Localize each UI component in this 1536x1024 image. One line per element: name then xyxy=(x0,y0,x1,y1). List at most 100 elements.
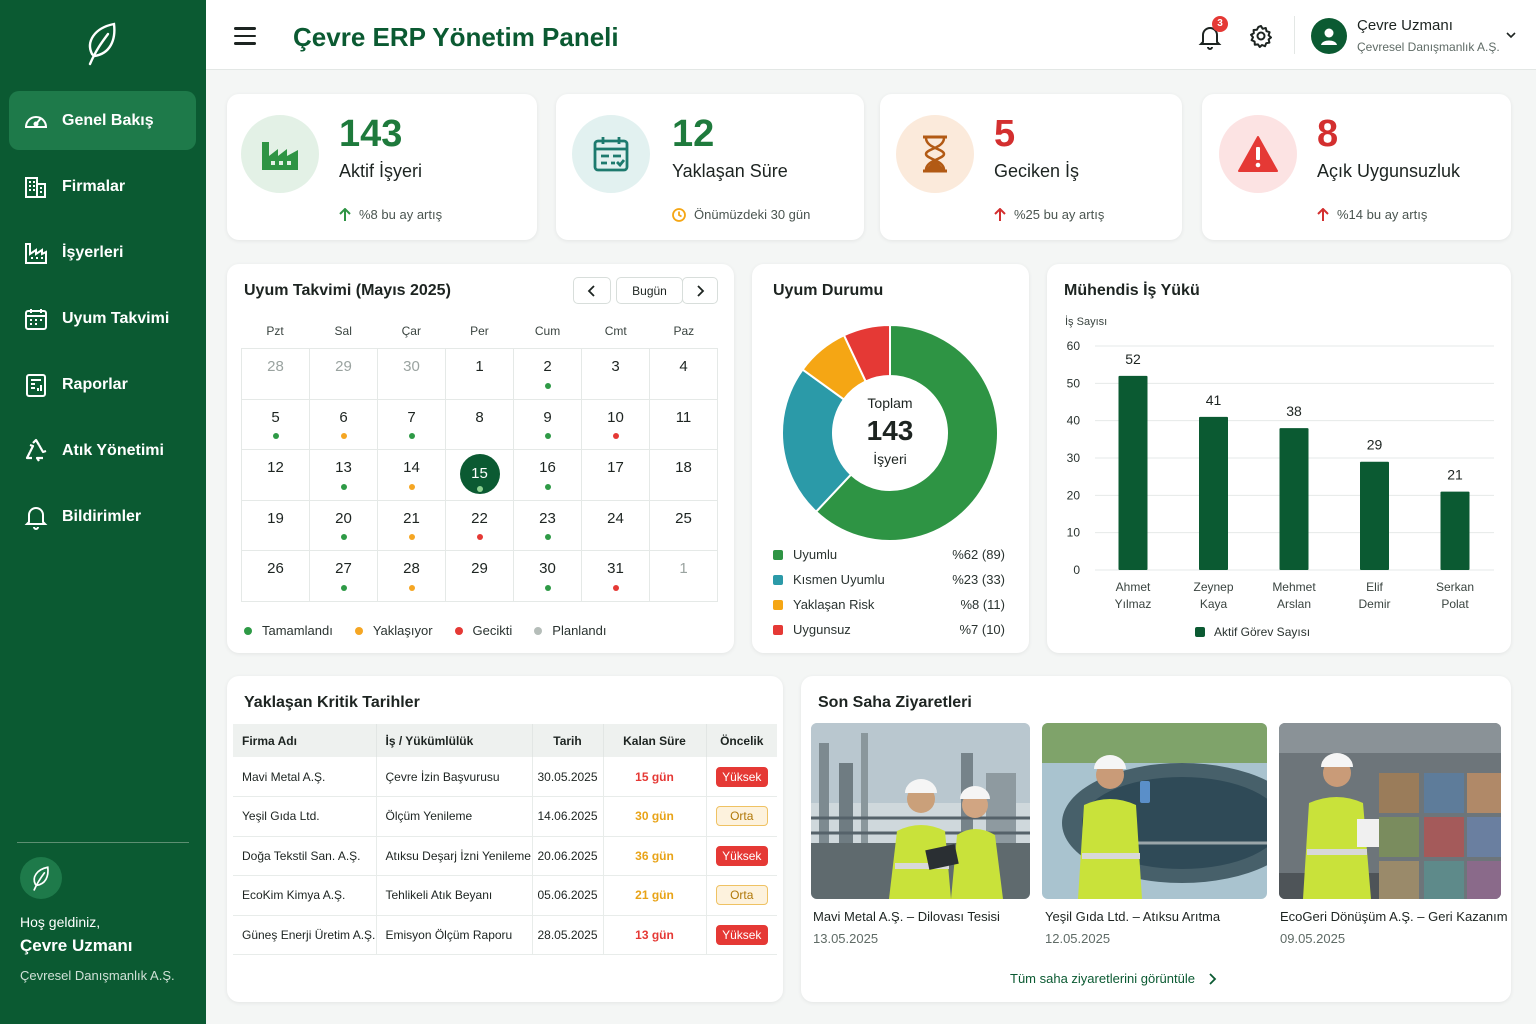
legend-percent: %8 (11) xyxy=(960,597,1005,612)
status-dot-done xyxy=(340,584,347,591)
clock-icon xyxy=(672,207,686,222)
calendar-day[interactable]: 1 xyxy=(650,551,718,602)
sidebar-item-uyum-takvimi[interactable]: Uyum Takvimi xyxy=(9,289,196,348)
sidebar-item-isyerleri[interactable]: İşyerleri xyxy=(9,223,196,282)
donut-slice[interactable] xyxy=(781,368,853,514)
calendar-day[interactable]: 6 xyxy=(310,399,378,450)
calendar-day[interactable]: 26 xyxy=(242,551,310,602)
calendar-day[interactable]: 28 xyxy=(378,551,446,602)
table-row[interactable]: EcoKim Kimya A.Ş. Tehlikeli Atık Beyanı 05… xyxy=(233,875,777,916)
menu-icon[interactable] xyxy=(234,27,256,45)
header-user-name[interactable]: Çevre Uzmanı xyxy=(1357,17,1453,34)
calendar-week-row: 19 20 21 22 23 24 25 xyxy=(242,500,718,551)
calendar-day[interactable]: 19 xyxy=(242,500,310,551)
bar[interactable] xyxy=(1440,491,1470,570)
calendar-day[interactable]: 24 xyxy=(582,500,650,551)
bar[interactable] xyxy=(1360,461,1389,570)
visit-photo-2[interactable] xyxy=(1042,723,1267,899)
donut-slice[interactable] xyxy=(842,323,891,383)
day-number: 29 xyxy=(335,358,352,375)
calendar-day[interactable]: 30 xyxy=(514,551,582,602)
calendar-day[interactable]: 1 xyxy=(446,349,514,400)
day-number: 10 xyxy=(607,408,624,426)
calendar-day-today[interactable]: 15 xyxy=(446,450,514,501)
kpi-card-nonconformity[interactable]: 8 Açık Uygunsuzluk %14 bu ay artış xyxy=(1202,94,1511,240)
calendar-day[interactable]: 10 xyxy=(582,399,650,450)
sidebar-item-genel-bakis[interactable]: Genel Bakış xyxy=(9,91,196,150)
kpi-card-upcoming[interactable]: 12 Yaklaşan Süre Önümüzdeki 30 gün xyxy=(556,94,864,240)
status-dot-soon xyxy=(408,584,415,591)
table-row[interactable]: Güneş Enerji Üretim A.Ş. Emisyon Ölçüm Ra… xyxy=(233,915,777,955)
today-button[interactable]: Bugün xyxy=(616,277,683,304)
column-header[interactable]: Kalan Süre xyxy=(603,724,707,757)
calendar-day[interactable]: 2 xyxy=(514,349,582,400)
x-tick-label: Mehmet xyxy=(1272,580,1316,594)
bar[interactable] xyxy=(1279,428,1309,570)
table-row[interactable]: Doğa Tekstil San. A.Ş. Atıksu Deşarj İzni… xyxy=(233,836,777,876)
kpi-card-overdue[interactable]: 5 Geciken İş %25 bu ay artış xyxy=(880,94,1182,240)
bar[interactable] xyxy=(1118,375,1148,570)
status-dot-done xyxy=(340,483,347,490)
table-row[interactable]: Mavi Metal A.Ş. Çevre İzin Başvurusu 30.05… xyxy=(233,757,777,797)
weekday-header: Paz xyxy=(673,324,695,338)
see-all-visits-link[interactable]: Tüm saha ziyaretlerini görüntüle xyxy=(1010,971,1217,986)
column-header[interactable]: Öncelik xyxy=(706,724,777,757)
visit-title[interactable]: Yeşil Gıda Ltd. – Atıksu Arıtma xyxy=(1045,909,1221,924)
calendar-day[interactable]: 27 xyxy=(310,551,378,602)
gear-icon[interactable] xyxy=(1249,24,1273,48)
calendar-day[interactable]: 18 xyxy=(650,450,718,501)
calendar-day[interactable]: 11 xyxy=(650,399,718,450)
chevron-right-icon xyxy=(697,284,705,297)
column-header[interactable]: İş / Yükümlülük xyxy=(376,724,533,757)
visit-title[interactable]: EcoGeri Dönüşüm A.Ş. – Geri Kazanım xyxy=(1280,909,1508,924)
calendar-day[interactable]: 29 xyxy=(446,551,514,602)
calendar-day[interactable]: 28 xyxy=(242,349,310,400)
calendar-day[interactable]: 9 xyxy=(514,399,582,450)
kpi-card-active-sites[interactable]: 143 Aktif İşyeri %8 bu ay artış xyxy=(227,94,537,240)
column-header[interactable]: Tarih xyxy=(532,724,604,757)
calendar-day[interactable]: 25 xyxy=(650,500,718,551)
calendar-day[interactable]: 8 xyxy=(446,399,514,450)
sidebar-item-raporlar[interactable]: Raporlar xyxy=(9,355,196,414)
obligation-cell: Tehlikeli Atık Beyanı xyxy=(376,875,533,916)
bar-value-label: 38 xyxy=(1286,403,1302,419)
calendar-day[interactable]: 14 xyxy=(378,450,446,501)
sidebar-item-firmalar[interactable]: Firmalar xyxy=(9,157,196,216)
prev-month-button[interactable] xyxy=(573,277,611,304)
calendar-day[interactable]: 3 xyxy=(582,349,650,400)
bar[interactable] xyxy=(1199,416,1228,570)
calendar-day[interactable]: 16 xyxy=(514,450,582,501)
sidebar-item-label: Uyum Takvimi xyxy=(62,309,170,327)
calendar-day[interactable]: 29 xyxy=(310,349,378,400)
calendar-day[interactable]: 7 xyxy=(378,399,446,450)
top-header: Çevre ERP Yönetim Paneli 3 Çevre Uzmanı … xyxy=(206,0,1536,70)
remaining-days: 21 gün xyxy=(635,888,674,903)
next-month-button[interactable] xyxy=(682,277,718,304)
donut-slice[interactable] xyxy=(814,323,999,542)
calendar-day[interactable]: 31 xyxy=(582,551,650,602)
table-row[interactable]: Yeşil Gıda Ltd. Ölçüm Yenileme 14.06.2025 3… xyxy=(233,796,777,837)
calendar-day[interactable]: 17 xyxy=(582,450,650,501)
legend-swatch xyxy=(773,549,783,560)
visit-title[interactable]: Mavi Metal A.Ş. – Dilovası Tesisi xyxy=(813,909,1000,924)
calendar-day[interactable]: 23 xyxy=(514,500,582,551)
calendar-day[interactable]: 12 xyxy=(242,450,310,501)
y-tick-label: 50 xyxy=(1067,376,1081,390)
calendar-day[interactable]: 4 xyxy=(650,349,718,400)
chevron-down-icon[interactable] xyxy=(1505,30,1517,40)
sidebar-item-bildirimler[interactable]: Bildirimler xyxy=(9,487,196,546)
column-header[interactable]: Firma Adı xyxy=(233,724,377,757)
visit-photo-3[interactable] xyxy=(1279,723,1501,899)
calendar-day[interactable]: 21 xyxy=(378,500,446,551)
user-avatar[interactable] xyxy=(1311,18,1347,54)
kpi-value: 143 xyxy=(339,113,403,155)
leaf-logo-icon[interactable] xyxy=(84,20,120,66)
calendar-day[interactable]: 5 xyxy=(242,399,310,450)
sidebar-item-atik-yonetimi[interactable]: Atık Yönetimi xyxy=(9,421,196,480)
calendar-day[interactable]: 30 xyxy=(378,349,446,400)
kpi-trend-text: %8 bu ay artış xyxy=(359,207,443,222)
visit-photo-1[interactable] xyxy=(811,723,1030,899)
calendar-day[interactable]: 13 xyxy=(310,450,378,501)
calendar-day[interactable]: 20 xyxy=(310,500,378,551)
calendar-day[interactable]: 22 xyxy=(446,500,514,551)
